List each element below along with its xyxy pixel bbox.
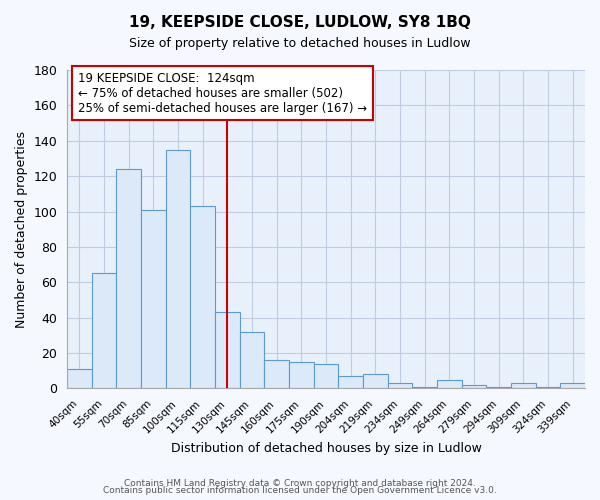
- Bar: [141, 210, 166, 388]
- Bar: [437, 380, 462, 388]
- Bar: [487, 386, 511, 388]
- Bar: [363, 374, 388, 388]
- Bar: [536, 386, 560, 388]
- Text: 19, KEEPSIDE CLOSE, LUDLOW, SY8 1BQ: 19, KEEPSIDE CLOSE, LUDLOW, SY8 1BQ: [129, 15, 471, 30]
- Bar: [560, 383, 585, 388]
- Bar: [511, 383, 536, 388]
- Y-axis label: Number of detached properties: Number of detached properties: [15, 130, 28, 328]
- Bar: [190, 206, 215, 388]
- Bar: [116, 169, 141, 388]
- X-axis label: Distribution of detached houses by size in Ludlow: Distribution of detached houses by size …: [170, 442, 482, 455]
- Bar: [215, 312, 240, 388]
- Bar: [412, 386, 437, 388]
- Bar: [314, 364, 338, 388]
- Bar: [67, 369, 92, 388]
- Text: Size of property relative to detached houses in Ludlow: Size of property relative to detached ho…: [129, 38, 471, 51]
- Bar: [92, 274, 116, 388]
- Text: Contains HM Land Registry data © Crown copyright and database right 2024.: Contains HM Land Registry data © Crown c…: [124, 478, 476, 488]
- Bar: [166, 150, 190, 388]
- Text: Contains public sector information licensed under the Open Government Licence v3: Contains public sector information licen…: [103, 486, 497, 495]
- Bar: [240, 332, 265, 388]
- Bar: [289, 362, 314, 388]
- Bar: [265, 360, 289, 388]
- Bar: [388, 383, 412, 388]
- Bar: [462, 385, 487, 388]
- Bar: [338, 376, 363, 388]
- Text: 19 KEEPSIDE CLOSE:  124sqm
← 75% of detached houses are smaller (502)
25% of sem: 19 KEEPSIDE CLOSE: 124sqm ← 75% of detac…: [77, 72, 367, 114]
